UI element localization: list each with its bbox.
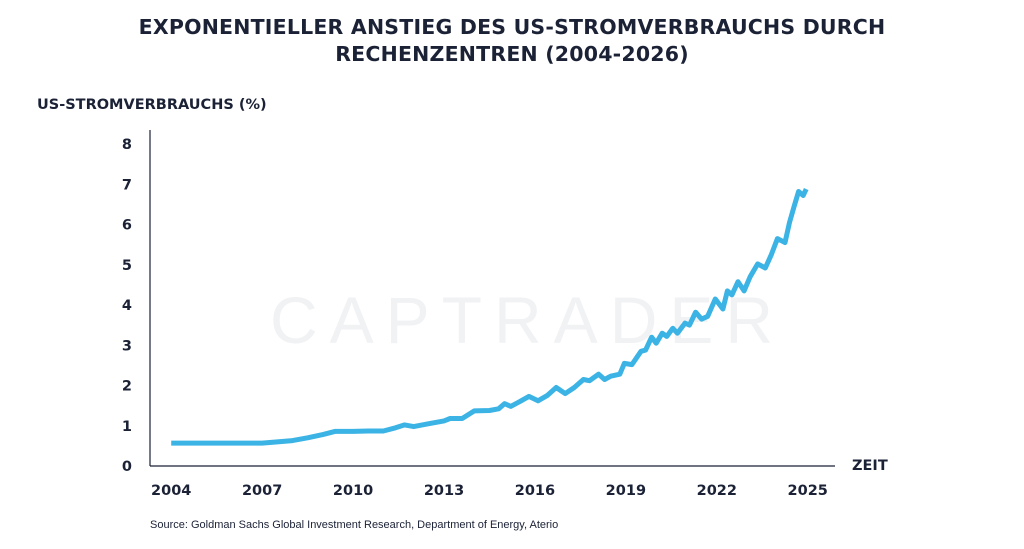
- y-tick-label: 7: [122, 177, 132, 193]
- x-tick-label: 2004: [151, 483, 191, 499]
- series-line: [171, 188, 809, 446]
- series-group: [171, 188, 809, 446]
- x-tick-label: 2025: [788, 483, 828, 499]
- axes: [149, 130, 835, 467]
- y-tick-label: 8: [122, 137, 132, 153]
- x-axis-label: ZEIT: [852, 458, 888, 474]
- chart-title: EXPONENTIELLER ANSTIEG DES US-STROMVERBR…: [0, 14, 1024, 68]
- x-tick-label: 2016: [515, 483, 555, 499]
- y-tick-label: 3: [122, 338, 132, 354]
- x-tick-labels: 2004 2007 2010 2013 2016 2019 2022 2025: [151, 483, 828, 499]
- y-axis-label: US-STROMVERBRAUCHS (%): [37, 97, 267, 113]
- y-tick-label: 4: [122, 298, 132, 314]
- y-tick-labels: 0 1 2 3 4 5 6 7 8: [122, 137, 132, 475]
- x-tick-label: 2022: [697, 483, 737, 499]
- x-tick-label: 2019: [606, 483, 646, 499]
- x-tick-label: 2007: [242, 483, 282, 499]
- source-note: Source: Goldman Sachs Global Investment …: [150, 519, 559, 531]
- chart-title-line-2: RECHENZENTREN (2004-2026): [335, 42, 689, 66]
- y-tick-label: 0: [122, 459, 132, 475]
- y-tick-label: 6: [122, 218, 132, 234]
- chart-title-line-1: EXPONENTIELLER ANSTIEG DES US-STROMVERBR…: [138, 15, 886, 39]
- x-tick-label: 2010: [333, 483, 373, 499]
- y-tick-label: 2: [122, 379, 132, 395]
- y-tick-label: 5: [122, 258, 132, 274]
- x-tick-label: 2013: [424, 483, 464, 499]
- y-tick-label: 1: [122, 419, 132, 435]
